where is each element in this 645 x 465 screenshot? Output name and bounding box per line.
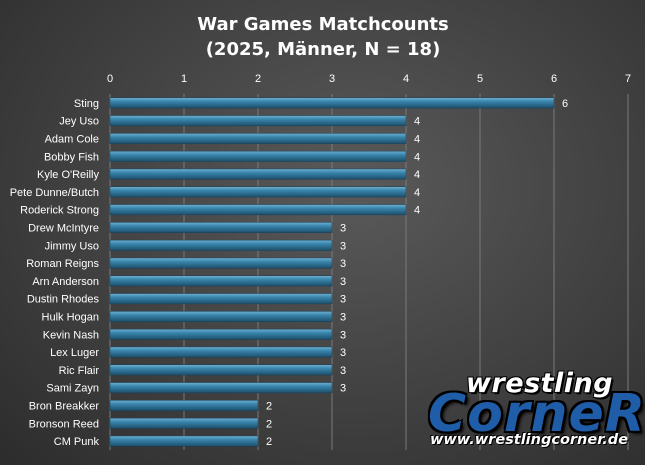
category-label-11: Dustin Rhodes [27,294,100,306]
bar-8 [109,239,333,251]
data-label-13: 3 [340,329,346,341]
data-label-18: 2 [266,418,272,430]
category-label-5: Pete Dunne/Butch [10,187,99,199]
data-label-15: 3 [340,365,346,377]
x-tick-label-6: 6 [551,73,557,85]
bar-16 [109,382,333,394]
data-label-8: 3 [340,240,346,252]
bars [109,97,555,447]
data-label-10: 3 [340,276,346,288]
category-label-18: Bronson Reed [29,418,99,430]
x-tick-label-2: 2 [255,73,261,85]
chart-title-line-1: War Games Matchcounts [197,14,449,35]
bar-0 [109,97,555,109]
data-label-14: 3 [340,347,346,359]
bar-11 [109,293,333,305]
bar-6 [109,204,407,216]
category-label-7: Drew McIntyre [28,223,99,235]
x-tick-label-3: 3 [329,73,335,85]
category-label-14: Lex Luger [50,347,99,359]
category-label-3: Bobby Fish [44,151,99,163]
data-label-3: 4 [414,151,420,163]
bar-3 [109,150,407,162]
bar-9 [109,257,333,269]
data-label-9: 3 [340,258,346,270]
bar-17 [109,400,259,411]
wrestlingcorner-logo: wrestling CorneR www.wrestlingcorner.de [428,368,645,456]
data-label-0: 6 [562,98,568,110]
bar-10 [109,275,333,287]
logo-top-text: wrestling [466,368,614,399]
data-label-17: 2 [266,401,272,413]
bar-5 [109,186,407,198]
category-label-13: Kevin Nash [43,329,99,341]
x-tick-label-5: 5 [477,73,483,85]
logo-url-text: www.wrestlingcorner.de [430,432,629,448]
category-label-17: Bron Breakker [29,401,100,413]
bar-2 [109,133,407,144]
data-label-6: 4 [414,205,420,217]
category-label-8: Jimmy Uso [45,240,99,252]
x-tick-label-4: 4 [403,73,409,85]
category-label-1: Jey Uso [59,116,99,128]
data-label-12: 3 [340,312,346,324]
data-label-5: 4 [414,187,420,199]
data-label-2: 4 [414,134,420,146]
data-label-7: 3 [340,223,346,235]
data-label-1: 4 [414,116,420,128]
bar-18 [109,417,259,429]
bar-13 [109,328,333,340]
x-axis-ticks: 0 1 2 3 4 5 6 7 [107,73,631,85]
data-label-11: 3 [340,294,346,306]
x-tick-label-0: 0 [107,73,113,85]
category-label-4: Kyle O'Reilly [37,169,100,181]
x-tick-label-1: 1 [181,73,187,85]
category-label-0: Sting [74,98,99,110]
bar-4 [109,168,407,180]
data-labels: 6 4 4 4 4 4 4 3 3 3 3 3 3 3 3 3 3 2 2 2 [266,98,568,448]
category-label-9: Roman Reigns [26,258,99,270]
data-label-16: 3 [340,383,346,395]
category-label-10: Arn Anderson [32,276,99,288]
chart-title-line-2: (2025, Männer, N = 18) [206,39,441,60]
bar-1 [109,115,407,127]
data-label-19: 2 [266,436,272,448]
bar-15 [109,364,333,376]
bar-14 [109,346,333,358]
bar-12 [109,311,333,322]
category-label-15: Ric Flair [59,365,100,377]
bar-7 [109,222,333,233]
x-tick-label-7: 7 [625,73,631,85]
data-label-4: 4 [414,169,420,181]
category-label-12: Hulk Hogan [42,312,99,324]
category-labels: Sting Jey Uso Adam Cole Bobby Fish Kyle O'Re… [10,98,100,448]
category-label-2: Adam Cole [45,134,99,146]
category-label-19: CM Punk [54,436,100,448]
category-label-6: Roderick Strong [20,205,99,217]
category-label-16: Sami Zayn [46,383,99,395]
logo-main-text: CorneR [428,384,645,444]
bar-19 [109,435,259,447]
